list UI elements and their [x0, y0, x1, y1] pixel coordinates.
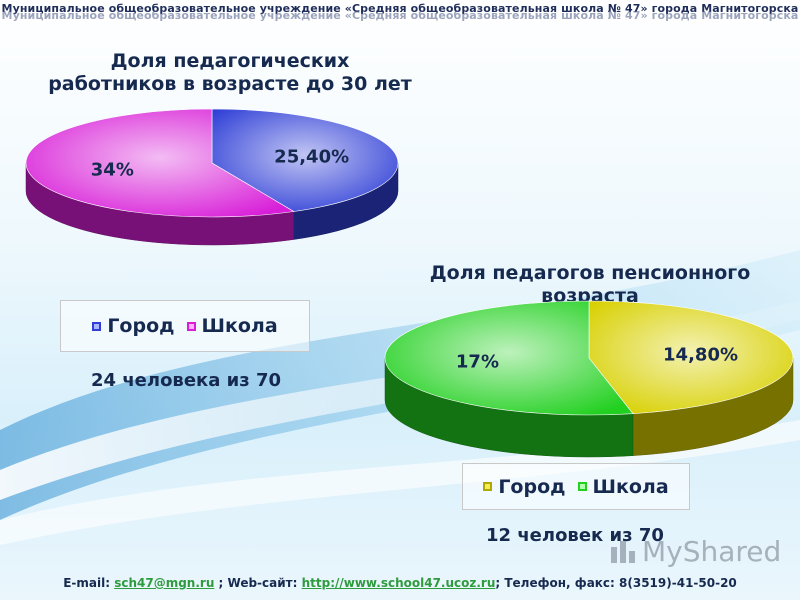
chart2-legend: Город Школа [462, 463, 690, 510]
legend-swatch-shkola-2 [577, 482, 587, 491]
header-text-shadow: Муниципальное общеобразовательное учрежд… [1, 9, 799, 22]
chart1-title: Доля педагогических работников в возраст… [48, 50, 412, 95]
website-link[interactable]: http://www.school47.ucoz.ru [301, 576, 496, 590]
chart1-note: 24 человека из 70 [91, 370, 282, 391]
pie2-slice-1 [384, 300, 634, 416]
header-text: Муниципальное общеобразовательное учрежд… [1, 2, 799, 15]
watermark-logo-icon [611, 540, 635, 563]
legend-label-shkola-2: Школа [592, 475, 669, 498]
legend-swatch-gorod-2 [483, 482, 493, 491]
legend-swatch-shkola [186, 321, 196, 331]
legend-label-gorod: Город [107, 315, 175, 337]
pie2-slice-0 [588, 300, 794, 414]
myshared-watermark: MyShared [608, 535, 781, 568]
legend-swatch-gorod [92, 321, 102, 331]
legend-item-shkola-2: Школа [577, 475, 669, 498]
school-header: Муниципальное общеобразовательное учрежд… [0, 2, 800, 22]
footer-email-prefix: E-mail: [63, 576, 115, 590]
legend-item-gorod: Город [92, 315, 175, 337]
watermark-text: MyShared [642, 535, 782, 568]
footer-phone: ; Телефон, факс: 8(3519)-41-50-20 [495, 576, 737, 590]
legend-label-shkola: Школа [201, 315, 278, 337]
pie1-value-label-0: 25,40% [274, 146, 349, 167]
chart1-legend: Город Школа [60, 300, 310, 352]
legend-item-shkola: Школа [186, 315, 278, 337]
footer-site-prefix: ; Web-сайт: [214, 576, 302, 590]
legend-item-gorod-2: Город [483, 475, 566, 498]
pie2-value-label-1: 17% [456, 351, 499, 372]
email-link[interactable]: sch47@mgn.ru [114, 576, 215, 590]
pie1-slice-1 [25, 108, 295, 218]
pie1-slice-0 [211, 108, 399, 212]
chart2-note: 12 человек из 70 [486, 525, 664, 546]
pie1-value-label-1: 34% [91, 160, 134, 181]
pie2-value-label-0: 14,80% [663, 345, 738, 366]
contact-footer: E-mail: sch47@mgn.ru ; Web-сайт: http://… [0, 576, 800, 590]
legend-label-gorod-2: Город [498, 475, 566, 498]
